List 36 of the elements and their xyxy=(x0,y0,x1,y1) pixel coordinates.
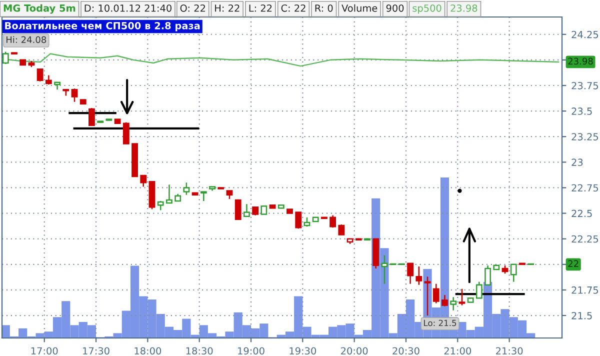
x-tick-label: 17:30 xyxy=(83,347,110,355)
chart-title: Волатильнее чем СП500 в 2.8 раза xyxy=(5,22,200,32)
text: 23.98 xyxy=(450,4,478,12)
x-tick-label: 21:00 xyxy=(444,347,472,355)
y-tick-label: 23 xyxy=(572,158,583,166)
annotation: Lo: 21.5 xyxy=(424,320,456,326)
text: 23.98 xyxy=(568,58,593,65)
text: L: 22 xyxy=(249,4,272,12)
y-tick-label: 23.75 xyxy=(572,82,598,90)
y-tick-label: 21.5 xyxy=(572,312,592,320)
y-tick-label: 22.5 xyxy=(572,210,592,218)
y-tick-label: 23.5 xyxy=(572,108,592,115)
text: C: 22 xyxy=(281,4,306,12)
text: R: 0 xyxy=(315,4,333,12)
annotation: Hi: 24.08 xyxy=(6,36,46,44)
text: 22 xyxy=(568,260,578,267)
x-tick-label: 19:30 xyxy=(290,347,316,355)
x-tick-label: 17:00 xyxy=(31,347,58,355)
x-tick-label: 18:00 xyxy=(134,347,162,355)
y-tick-label: 24.25 xyxy=(572,30,598,38)
x-tick-label: 20:30 xyxy=(392,347,420,355)
y-tick-label: 22.25 xyxy=(572,235,598,243)
x-tick-label: 20:00 xyxy=(341,347,368,355)
text: 900 xyxy=(386,4,404,12)
y-tick-label: 22.75 xyxy=(572,184,598,192)
text: H: 22 xyxy=(215,4,240,12)
y-tick-label: 23.25 xyxy=(572,133,598,140)
text: sp500 xyxy=(412,4,442,14)
text: MG Today 5m xyxy=(4,4,76,14)
text: D: 10.01.12 21:40 xyxy=(84,4,172,12)
text: Volume xyxy=(342,4,378,12)
x-tick-label: 18:30 xyxy=(186,347,213,355)
x-tick-label: 21:30 xyxy=(496,347,523,355)
x-tick-label: 19:00 xyxy=(238,347,264,355)
text: O: 22 xyxy=(180,4,205,12)
y-tick-label: 21.75 xyxy=(572,286,598,294)
